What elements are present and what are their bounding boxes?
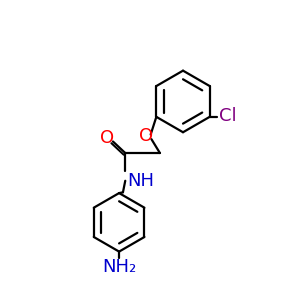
Text: O: O (100, 129, 114, 147)
Text: O: O (139, 127, 153, 145)
Text: NH₂: NH₂ (102, 258, 136, 276)
Text: Cl: Cl (219, 107, 236, 125)
Text: NH: NH (128, 172, 154, 190)
